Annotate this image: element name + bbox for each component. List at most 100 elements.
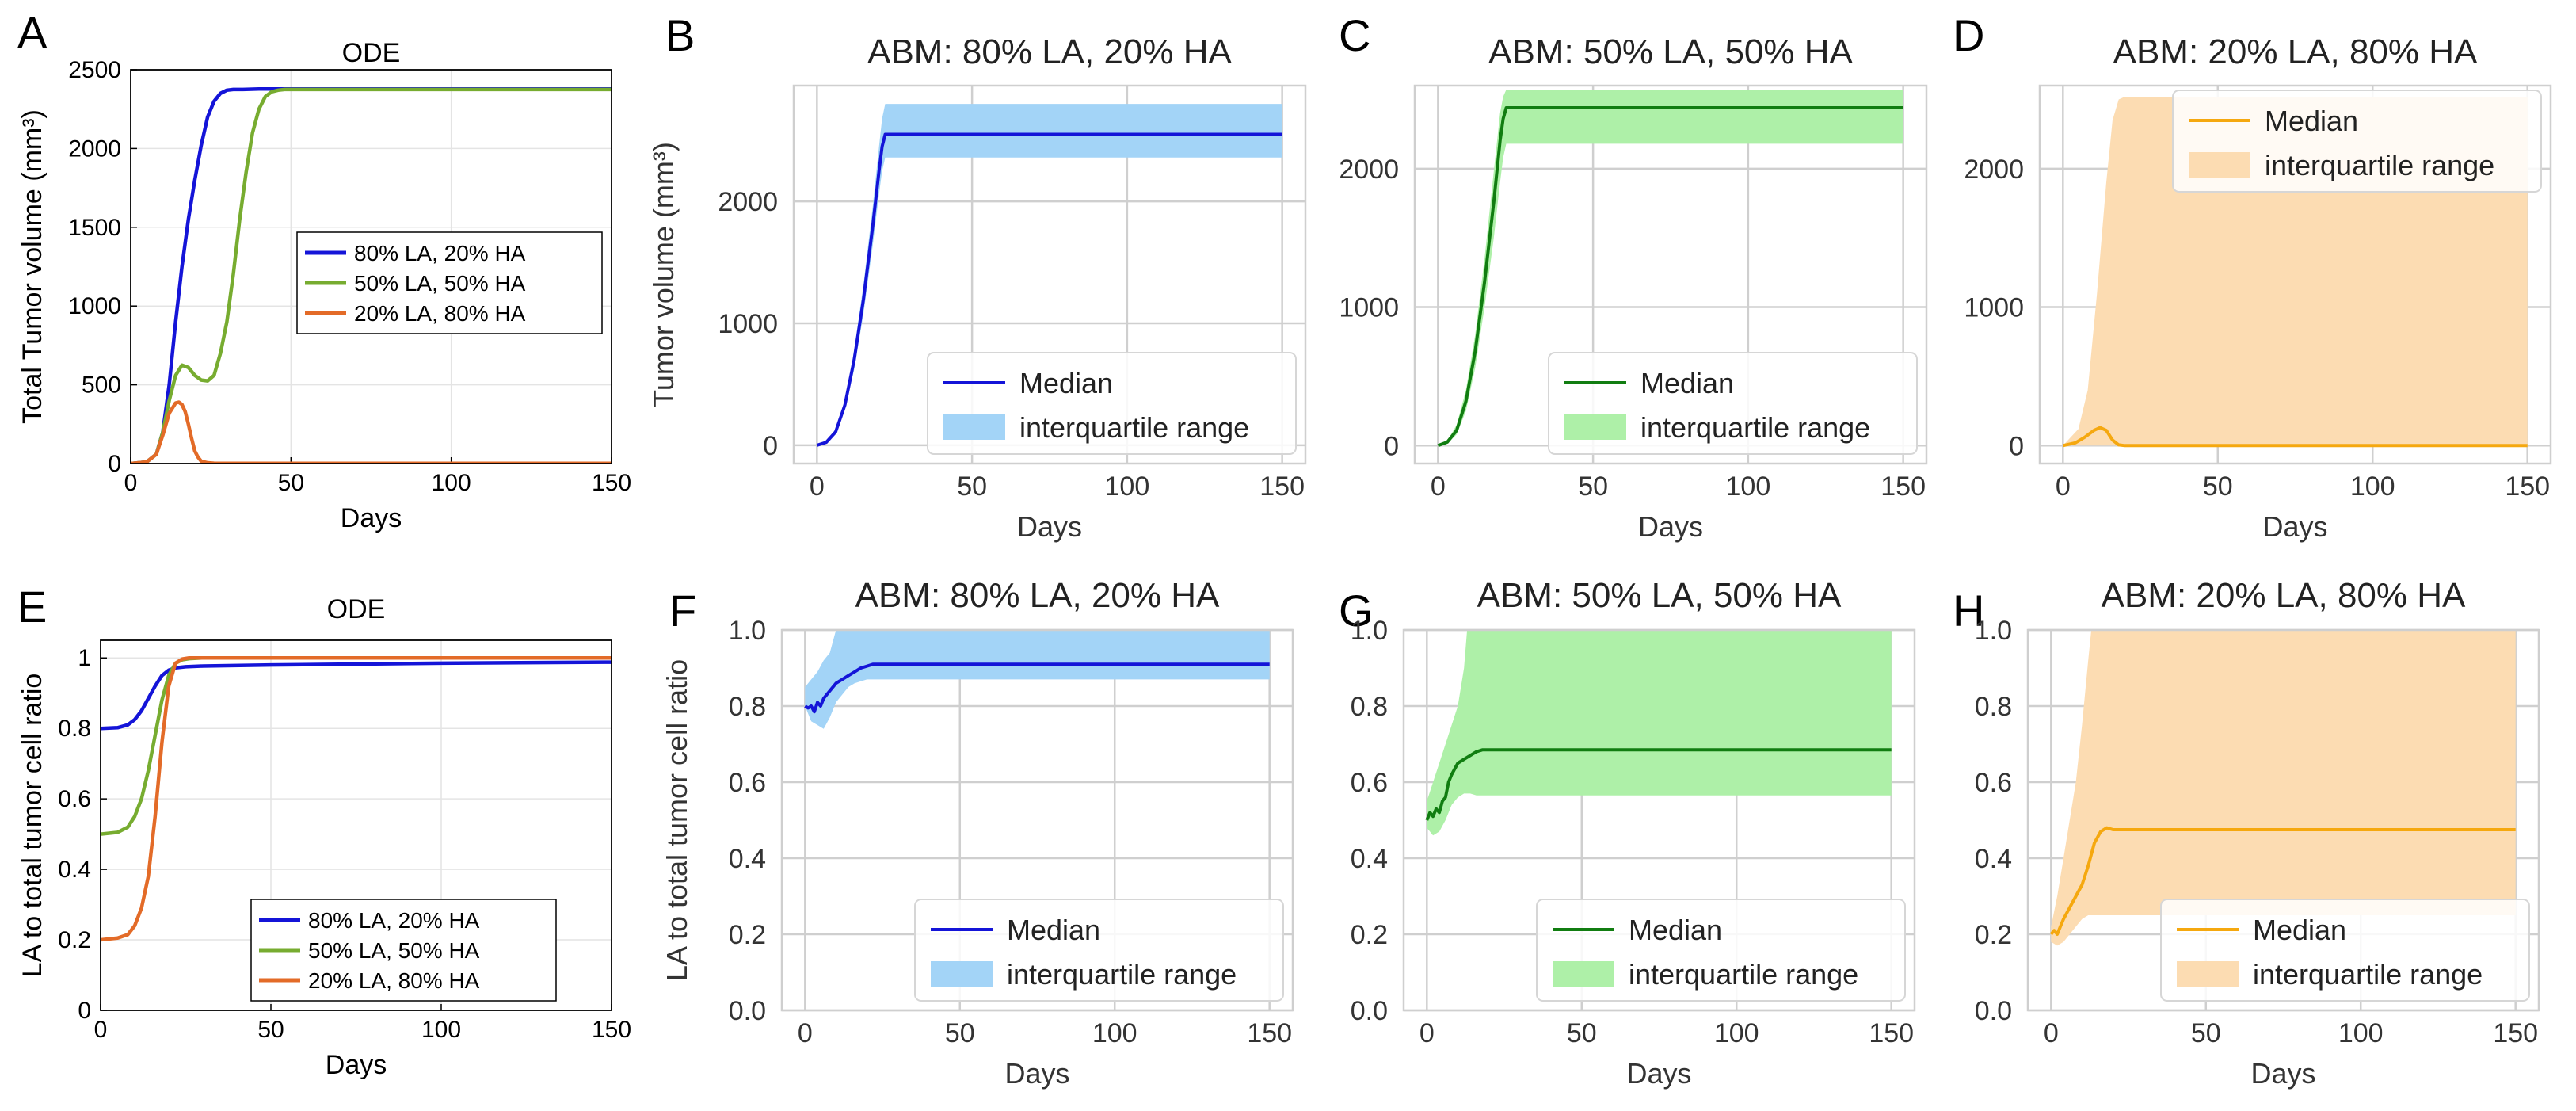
- y-axis-label: LA to total tumor cell ratio: [17, 674, 48, 978]
- panel-c: C 0 50 100 150 0 1000 2000 ABM: 50% LA, 50% HA Da…: [1339, 10, 1928, 543]
- y-tick-label: 0: [2009, 431, 2024, 461]
- y-tick-label: 0.8: [58, 716, 91, 742]
- legend-swatch-iqr: [2189, 152, 2250, 178]
- y-tick-label: 0.2: [1351, 920, 1388, 950]
- chart-title: ODE: [342, 38, 401, 68]
- y-tick-label: 0.8: [1975, 692, 2012, 722]
- panel-letter: H: [1953, 586, 1984, 636]
- x-axis-label: Days: [1638, 510, 1703, 543]
- axes-frame: [2038, 84, 2552, 465]
- y-tick-label: 0.4: [58, 857, 91, 883]
- legend: Median interquartile range: [1536, 899, 1906, 1002]
- legend: 80% LA, 20% HA 50% LA, 50% HA 20% LA, 80% …: [296, 231, 603, 334]
- legend-swatch-iqr: [1564, 414, 1626, 440]
- axes-frame: [1413, 84, 1928, 465]
- x-tick-label: 50: [957, 472, 987, 502]
- x-tick-label: 100: [2338, 1018, 2384, 1048]
- legend-box: [1536, 899, 1906, 1002]
- panel-f: F 0 50 100 150 0.0 0.2 0.4 0.6 0.8 1.0 ABM: 80% LA,…: [661, 576, 1294, 1090]
- x-tick-label: 0: [1431, 472, 1446, 502]
- x-tick-label: 50: [1578, 472, 1608, 502]
- panel-letter: C: [1339, 10, 1370, 60]
- plot-marks: [1437, 90, 1903, 448]
- x-tick-label: 150: [1869, 1018, 1914, 1048]
- x-tick-label: 0: [94, 1017, 108, 1043]
- panel-d: D 0 50 100 150 0 1000 2000 ABM: 20% LA, 80% HA Da…: [1953, 10, 2552, 543]
- legend-entry-iqr: interquartile range: [1640, 411, 1870, 444]
- legend-box: [1548, 352, 1918, 455]
- x-tick-label: 50: [945, 1018, 975, 1048]
- series-line-1: [101, 660, 612, 731]
- legend-box: [927, 352, 1297, 455]
- legend-entry-median: Median: [1019, 367, 1113, 399]
- chart-title: ABM: 80% LA, 20% HA: [855, 576, 1220, 615]
- x-tick-label: 100: [421, 1017, 461, 1043]
- x-tick-label: 100: [1714, 1018, 1759, 1048]
- legend: Median interquartile range: [914, 899, 1284, 1002]
- y-tick-label: 2000: [1339, 155, 1399, 185]
- legend-entry-iqr: interquartile range: [1007, 958, 1237, 991]
- y-axis-label: Total Tumor volume (mm³): [17, 109, 48, 424]
- x-tick-label: 100: [2350, 472, 2395, 502]
- panel-letter: D: [1953, 10, 1984, 60]
- legend-box: [914, 899, 1284, 1002]
- y-tick-label: 1000: [718, 309, 778, 339]
- x-tick-label: 150: [592, 470, 631, 496]
- panel-letter: G: [1339, 586, 1374, 636]
- x-axis-label: Days: [1017, 510, 1082, 543]
- x-tick-label: 50: [278, 470, 304, 496]
- y-tick-label: 0.4: [729, 844, 766, 874]
- axes-frame: [100, 639, 612, 1011]
- median-line: [1437, 106, 1903, 448]
- y-axis-label: Tumor volume (mm³): [647, 142, 680, 407]
- panel-b: B 0 50 100 150 0 1000 2000 ABM: 80% LA, 20% HA Da…: [647, 10, 1307, 543]
- y-tick-label: 2000: [1964, 155, 2024, 185]
- iqr-band: [1427, 630, 1892, 836]
- chart-title: ABM: 50% LA, 50% HA: [1488, 32, 1853, 71]
- axes-frame: [780, 628, 1294, 1012]
- y-tick-label: 0: [108, 451, 121, 477]
- y-tick-label: 0.6: [729, 768, 766, 798]
- panel-e: E 0 50 100 150 0 0.2 0.4 0.6 0.8 1 ODE Days LA to tot…: [17, 582, 631, 1080]
- y-tick-label: 1000: [1964, 293, 2024, 323]
- y-tick-label: 500: [82, 372, 121, 399]
- legend: 80% LA, 20% HA 50% LA, 50% HA 20% LA, 80% …: [250, 899, 557, 1002]
- legend-entry-median: Median: [2253, 914, 2346, 946]
- y-tick-label: 1.0: [1351, 616, 1388, 646]
- panel-letter: E: [17, 582, 47, 632]
- panel-a: A0 50 100 15005001000150020002500ODEDaysTot…: [17, 7, 631, 533]
- legend-swatch-iqr: [943, 414, 1005, 440]
- y-tick-label: 1.0: [1975, 616, 2012, 646]
- x-tick-label: 100: [1105, 472, 1150, 502]
- plot-marks: [2049, 630, 2516, 946]
- y-tick-label: 0.0: [1351, 996, 1388, 1026]
- legend-entry-iqr: interquartile range: [2265, 149, 2494, 181]
- axes-frame: [2026, 628, 2540, 1012]
- y-tick-label: 0.0: [729, 996, 766, 1026]
- y-tick-label: 0.4: [1975, 844, 2012, 874]
- median-line: [2049, 826, 2516, 936]
- legend-entry-iqr: interquartile range: [2253, 958, 2483, 991]
- median-line: [1425, 748, 1892, 821]
- legend: Median interquartile range: [1548, 352, 1918, 455]
- panel-letter: A: [17, 7, 48, 57]
- y-tick-label: 0: [78, 998, 91, 1024]
- panel-h: H 0 50 100 150 0.0 0.2 0.4 0.6 0.8 1.0 ABM: 20% LA,…: [1953, 576, 2540, 1090]
- plot-marks: [1425, 630, 1892, 836]
- y-tick-label: 0.2: [58, 927, 91, 953]
- x-tick-label: 100: [432, 470, 471, 496]
- y-tick-label: 2000: [718, 187, 778, 217]
- median-line: [804, 662, 1270, 714]
- x-tick-label: 150: [592, 1017, 631, 1043]
- plot-marks: [804, 630, 1270, 729]
- legend-entry-median: Median: [2265, 105, 2358, 137]
- y-tick-label: 0.2: [729, 920, 766, 950]
- series-line-3: [101, 655, 612, 942]
- legend-entry-iqr: interquartile range: [1629, 958, 1858, 991]
- x-tick-label: 100: [1726, 472, 1771, 502]
- y-tick-label: 0.4: [1351, 844, 1388, 874]
- legend-entry-iqr: interquartile range: [1019, 411, 1249, 444]
- chart-title: ABM: 20% LA, 80% HA: [2113, 32, 2478, 71]
- legend-swatch-iqr: [2177, 961, 2239, 987]
- legend: Median interquartile range: [2160, 899, 2530, 1002]
